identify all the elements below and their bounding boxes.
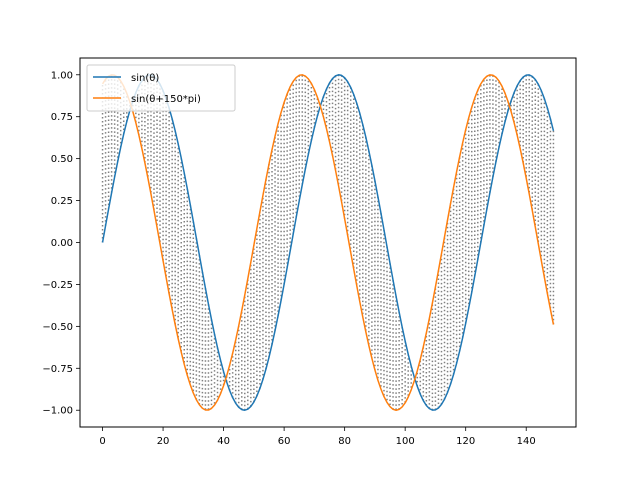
y-tick-label: 0.00: [51, 238, 73, 249]
y-axis: −1.00 −0.75 −0.50 −0.25 0.00 0.25 0.50 0.75 1.00: [42, 70, 80, 417]
y-tick-label: 0.50: [51, 154, 73, 165]
legend-box: [86, 64, 236, 112]
x-tick-label: 0: [99, 436, 105, 447]
y-tick-label: 1.00: [51, 70, 73, 81]
y-tick-label: −0.50: [42, 322, 73, 333]
x-axis: 0 20 40 60 80 100 120 140: [99, 427, 536, 447]
x-tick-label: 120: [456, 436, 475, 447]
y-tick-label: −1.00: [42, 406, 73, 417]
y-tick-label: 0.25: [51, 196, 73, 207]
series-layer: [101, 74, 555, 411]
x-tick-label: 100: [396, 436, 415, 447]
legend-label-sin-shifted: sin(θ+150*pi): [131, 94, 201, 105]
y-tick-label: 0.75: [51, 112, 73, 123]
x-tick-label: 80: [338, 436, 351, 447]
x-tick-label: 20: [157, 436, 170, 447]
x-tick-label: 140: [517, 436, 536, 447]
y-tick-label: −0.75: [42, 364, 73, 375]
x-tick-label: 60: [278, 436, 291, 447]
legend: sin(θ) sin(θ+150*pi): [86, 64, 236, 112]
series-line-sin-shifted: [101, 74, 555, 411]
x-tick-label: 40: [217, 436, 230, 447]
series-line-sin: [101, 74, 555, 411]
y-tick-label: −0.25: [42, 280, 73, 291]
connector-lines: [101, 74, 555, 411]
legend-label-sin: sin(θ): [131, 73, 159, 84]
